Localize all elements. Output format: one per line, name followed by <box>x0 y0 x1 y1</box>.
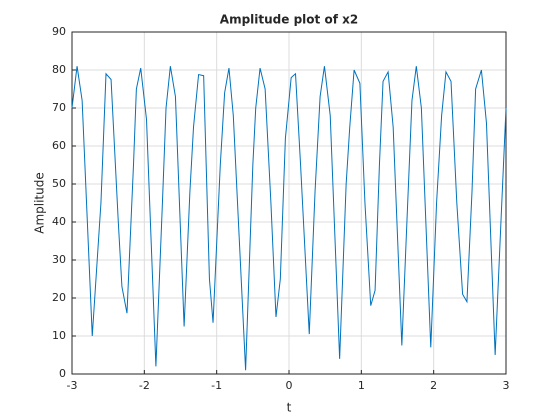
y-tick-label: 90 <box>52 25 66 38</box>
y-tick-label: 60 <box>52 139 66 152</box>
y-tick-label: 50 <box>52 177 66 190</box>
y-tick-label: 30 <box>52 253 66 266</box>
x-tick-label: -1 <box>211 379 222 392</box>
x-tick-label: -2 <box>139 379 150 392</box>
x-tick-label: 3 <box>503 379 510 392</box>
y-tick-label: 40 <box>52 215 66 228</box>
x-tick-label: 2 <box>430 379 437 392</box>
chart-title: Amplitude plot of x2 <box>220 13 358 27</box>
x-tick-label: 1 <box>358 379 365 392</box>
y-axis-label: Amplitude <box>33 172 47 234</box>
x-tick-label: 0 <box>286 379 293 392</box>
axes-box <box>71 31 507 375</box>
x-tick-label: -3 <box>67 379 78 392</box>
x-axis-label: t <box>287 401 292 415</box>
y-tick-label: 70 <box>52 101 66 114</box>
y-tick-label: 80 <box>52 63 66 76</box>
y-tick-label: 0 <box>59 367 66 380</box>
y-tick-label: 20 <box>52 291 66 304</box>
y-tick-label: 10 <box>52 329 66 342</box>
data-line <box>71 66 507 371</box>
